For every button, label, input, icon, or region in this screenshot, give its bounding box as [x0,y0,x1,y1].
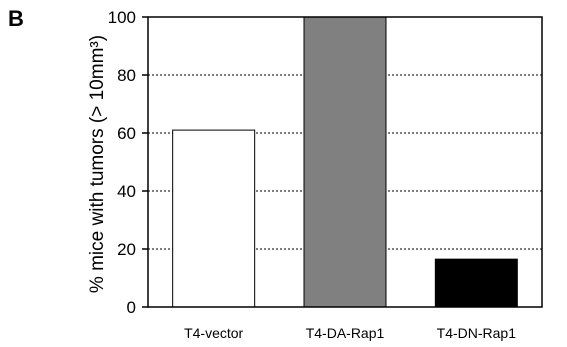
x-category-label: T4-vector [184,325,243,341]
y-tick-label: 80 [117,66,136,85]
bar-t4-dn-rap1 [434,258,518,308]
y-tick-label: 40 [117,182,136,201]
y-tick-label: 0 [127,298,136,317]
y-axis-ticks: 0 20 40 60 80 100 [108,8,148,317]
y-axis-label: % mice with tumors (> 10mm³) [87,35,108,293]
y-tick-label: 100 [108,8,136,27]
x-axis-labels: T4-vector T4-DA-Rap1 T4-DN-Rap1 [184,325,516,341]
panel-label: B [8,6,24,31]
bar-t4-vector [172,129,256,308]
x-category-label: T4-DN-Rap1 [437,325,517,341]
x-category-label: T4-DA-Rap1 [306,325,385,341]
bar-t4-da-rap1 [303,16,387,308]
plot-frame [147,16,543,308]
bars [172,16,518,308]
y-tick-label: 20 [117,240,136,259]
y-tick-label: 60 [117,124,136,143]
